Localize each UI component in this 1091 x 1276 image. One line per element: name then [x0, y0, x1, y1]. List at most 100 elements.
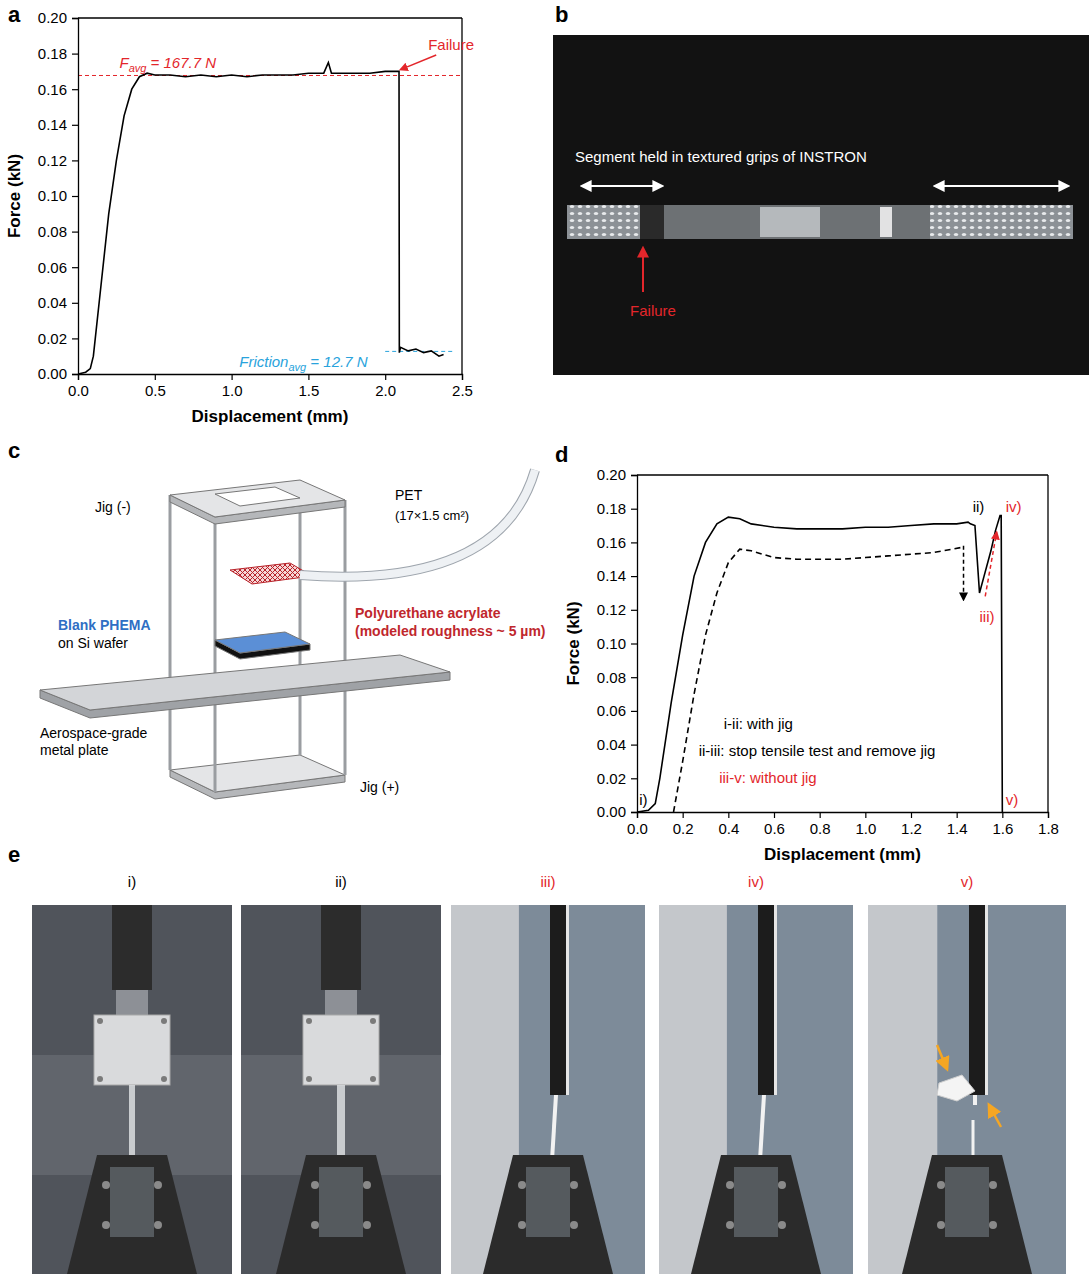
arrow — [963, 546, 965, 600]
tick-mark — [631, 475, 637, 476]
tick-label: 0.4 — [718, 820, 739, 837]
grip-rim — [985, 905, 988, 1095]
tick: 0.5 — [145, 374, 166, 399]
tick-label: 0.20 — [38, 9, 67, 26]
tick-label: 0.0 — [627, 820, 648, 837]
tick: 1.5 — [298, 374, 319, 399]
grip-screw — [154, 1181, 162, 1189]
annotation: Frictionavg = 12.7 N — [239, 353, 367, 373]
grip-rim — [774, 905, 777, 1095]
tick: 0.04 — [38, 294, 78, 311]
tick-mark — [683, 812, 684, 818]
figure: a 0.0 0.5 1.0 1.5 2.0 2.5 0.00 0.02 0.04 0.06 0.08 0… — [0, 0, 1091, 1276]
annotation-part: Friction — [239, 353, 288, 370]
tick: 1.6 — [992, 812, 1013, 837]
tick-label: 2.5 — [452, 382, 473, 399]
photo-content — [451, 905, 645, 1274]
holder — [116, 990, 148, 1018]
upper-grip — [321, 905, 361, 990]
tick-label: 0.00 — [597, 803, 626, 820]
film-strip — [552, 1095, 556, 1160]
photo-label: iii) — [541, 873, 556, 890]
diagram-label: Jig (-) — [95, 499, 131, 515]
annotation: iii-v: without jig — [719, 769, 817, 786]
frame-right — [1047, 475, 1048, 812]
grip-screw — [311, 1181, 319, 1189]
tick-mark — [72, 125, 78, 126]
upper-grip — [112, 905, 152, 990]
pet-film-edge — [300, 470, 535, 577]
screw — [97, 1018, 103, 1024]
grip-screw — [778, 1221, 786, 1229]
frame-top — [637, 474, 1048, 475]
tick-mark — [308, 374, 309, 380]
tick: 0.8 — [810, 812, 831, 837]
jig — [303, 1015, 379, 1085]
lower-grip — [276, 1155, 406, 1274]
tick-label: 0.12 — [38, 152, 67, 169]
chart: 0.00.20.40.60.81.01.21.41.61.80.000.020.… — [564, 466, 1059, 864]
tick-label: 1.8 — [1038, 820, 1059, 837]
tick-label: 0.06 — [38, 259, 67, 276]
tick: 0.12 — [597, 601, 637, 618]
tick: 2.0 — [375, 374, 396, 399]
tick-label: 0.02 — [38, 330, 67, 347]
panel-b: Segment held in textured grips of INSTRO… — [553, 35, 1089, 375]
tick: 0.6 — [764, 812, 785, 837]
textured-segment — [930, 205, 1073, 239]
annotation: iii) — [980, 608, 995, 625]
tick-mark — [631, 744, 637, 745]
tick-mark — [72, 267, 78, 268]
film-strip — [760, 1095, 764, 1160]
jig — [94, 1015, 170, 1085]
tick-label: 0.10 — [38, 187, 67, 204]
tick-mark — [72, 232, 78, 233]
upper-grip — [550, 905, 566, 1095]
film-strip — [567, 205, 1073, 239]
lower-grip — [691, 1155, 821, 1274]
tick-label: 0.12 — [597, 601, 626, 618]
photo-caption: Segment held in textured grips of INSTRO… — [575, 148, 867, 165]
upper-grip — [969, 905, 985, 1095]
photo-background — [553, 35, 1089, 375]
lower-grip — [67, 1155, 197, 1274]
tick-label: 1.5 — [298, 382, 319, 399]
tick: 0.4 — [718, 812, 739, 837]
grip-screw — [102, 1221, 110, 1229]
grip-screw — [311, 1221, 319, 1229]
tick-label: 0.08 — [38, 223, 67, 240]
tick: 1.2 — [901, 812, 922, 837]
tick: 0.14 — [597, 567, 637, 584]
grip-screw — [570, 1221, 578, 1229]
photo-label: ii) — [335, 873, 347, 890]
tick-label: 0.04 — [38, 294, 67, 311]
annotation: i-ii: with jig — [724, 715, 793, 732]
tick: 0.06 — [38, 259, 78, 276]
grip-screw — [778, 1181, 786, 1189]
tick-label: 0.18 — [597, 500, 626, 517]
screw — [306, 1076, 312, 1082]
photo: v) — [868, 873, 1066, 1274]
grip-screw — [363, 1221, 371, 1229]
plot-area — [637, 515, 1002, 812]
pet-film — [300, 470, 535, 577]
screw — [306, 1018, 312, 1024]
grip-screw — [102, 1181, 110, 1189]
axis-line — [638, 813, 1049, 819]
tick-mark — [631, 643, 637, 644]
panel-label: a — [8, 2, 21, 27]
axis-title: Force (kN) — [5, 154, 24, 238]
post — [214, 517, 217, 792]
tick-mark — [72, 196, 78, 197]
tick-mark — [631, 576, 637, 577]
tick-label: 0.08 — [597, 669, 626, 686]
diagram-label: (modeled roughness ~ 5 µm) — [355, 623, 546, 639]
diagram-label: on Si wafer — [58, 635, 128, 651]
tick-label: 0.0 — [68, 382, 89, 399]
tick-label: 1.0 — [222, 382, 243, 399]
diagram-label: metal plate — [40, 742, 109, 758]
tick-label: 0.5 — [145, 382, 166, 399]
failure-arrow — [642, 248, 644, 292]
film-strip — [129, 1085, 135, 1160]
tick-mark — [72, 53, 78, 54]
